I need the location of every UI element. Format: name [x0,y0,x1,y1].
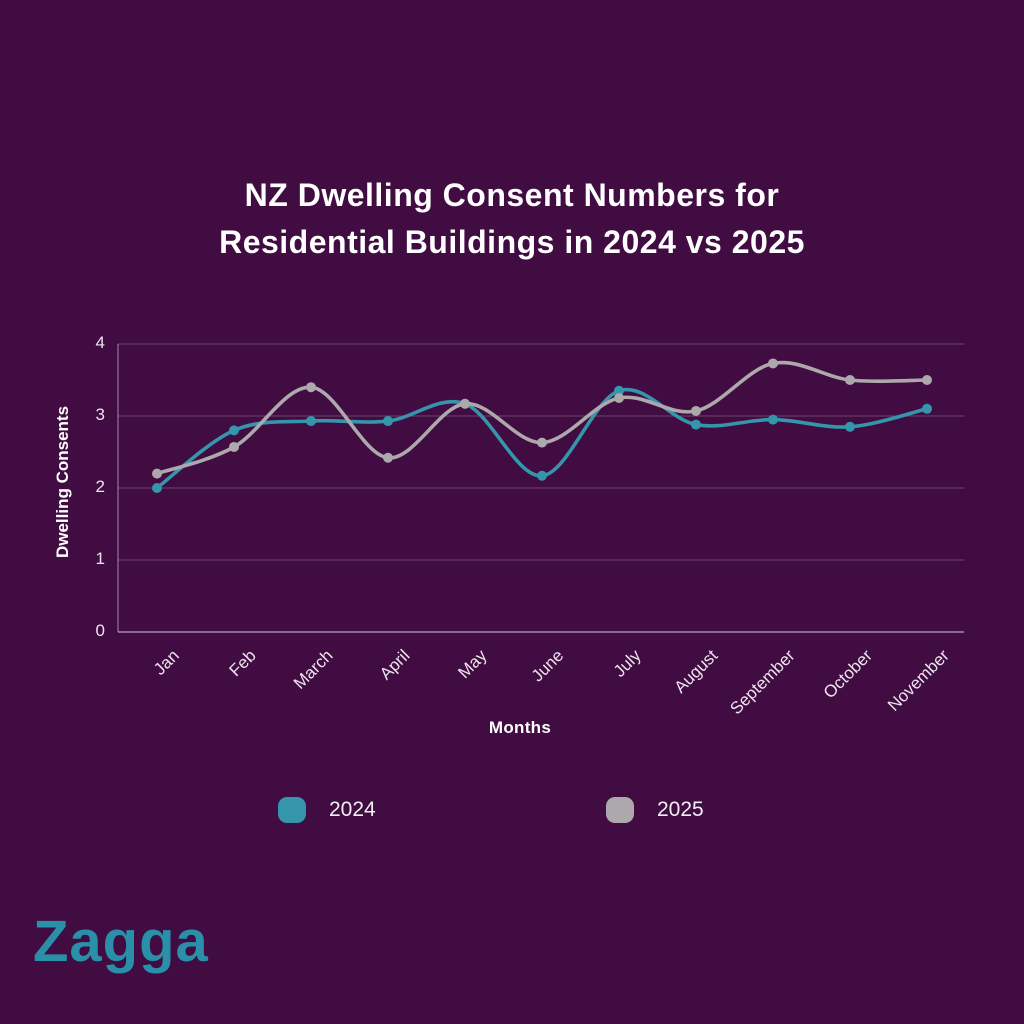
legend-swatch-2025 [606,797,634,823]
legend-item-2024: 2024 [278,797,376,823]
series-2024-point-March [306,416,316,427]
series-2024-point-April [383,416,393,427]
series-2025-point-October [845,375,855,385]
legend-swatch-2024 [278,797,306,823]
series-2025-point-May [460,398,470,409]
series-2025-point-March [306,382,316,393]
x-axis-title: Months [488,718,552,737]
legend-label-2025: 2025 [657,798,704,821]
series-2025-point-July [614,393,624,403]
series-2024-point-Jan [152,483,162,493]
series-2024-point-September [768,414,778,425]
y-tick-4: 4 [95,333,105,352]
series-2025-point-November [922,375,932,385]
series-2025-point-Feb [229,441,239,452]
y-tick-2: 2 [95,477,105,496]
series-2025-point-September [768,358,778,369]
y-tick-1: 1 [95,549,105,568]
series-2025-point-August [691,405,701,416]
y-tick-3: 3 [95,405,105,424]
chart-title-line2: Residential Buildings in 2024 vs 2025 [219,224,805,260]
y-tick-0: 0 [95,621,105,640]
series-2024-point-August [691,419,701,430]
series-2024-point-November [922,403,932,414]
series-2025-line [155,360,929,476]
series-2024-point-Feb [229,425,239,436]
series-2024-point-July [614,385,624,396]
legend-item-2025: 2025 [606,797,704,823]
series-2025-point-Jan [152,468,162,479]
chart-title-line1: NZ Dwelling Consent Numbers for [244,177,780,213]
series-2025-point-April [383,452,393,463]
legend-label-2024: 2024 [329,798,376,821]
series-2025-point-June [537,437,547,448]
zagga-logo: Zagga [33,909,209,974]
chart-legend: 2024 2025 [0,797,1024,837]
series-2024-point-October [845,421,855,432]
series-2024-point-June [537,470,547,481]
chart-title: NZ Dwelling Consent Numbers for Resident… [0,172,1024,266]
